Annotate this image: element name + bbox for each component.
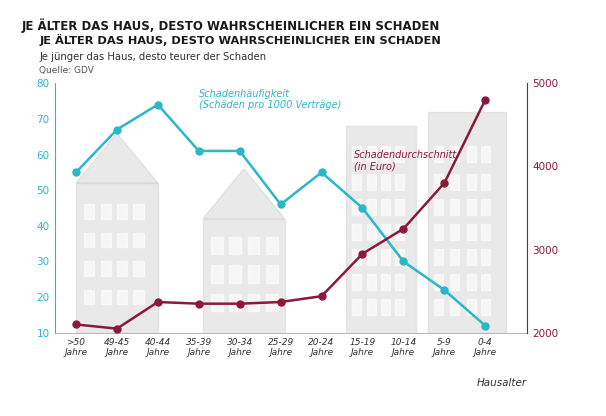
Bar xyxy=(434,249,443,265)
Bar xyxy=(367,299,376,315)
Bar xyxy=(84,290,95,304)
Bar xyxy=(481,299,490,315)
Bar xyxy=(395,274,404,290)
Bar xyxy=(352,174,361,190)
Bar xyxy=(230,237,241,254)
Bar xyxy=(248,265,259,283)
Bar xyxy=(266,294,278,312)
Bar xyxy=(381,224,390,240)
Bar xyxy=(211,237,222,254)
Bar xyxy=(450,224,459,240)
Bar xyxy=(450,274,459,290)
Bar xyxy=(481,174,490,190)
Bar xyxy=(352,249,361,265)
Bar xyxy=(203,219,285,333)
Bar xyxy=(428,112,506,333)
Text: Quelle: GDV: Quelle: GDV xyxy=(39,66,95,75)
Bar xyxy=(352,274,361,290)
Bar xyxy=(352,199,361,215)
Bar xyxy=(76,183,158,333)
Bar xyxy=(367,224,376,240)
Bar xyxy=(395,249,404,265)
Bar xyxy=(211,265,222,283)
Text: Je jünger das Haus, desto teurer der Schaden: Je jünger das Haus, desto teurer der Sch… xyxy=(39,52,267,62)
Bar xyxy=(352,299,361,315)
Bar xyxy=(395,199,404,215)
Bar xyxy=(450,299,459,315)
Polygon shape xyxy=(76,133,158,183)
Bar xyxy=(117,262,127,276)
Bar xyxy=(434,146,443,162)
Bar xyxy=(367,146,376,162)
Text: Schadendurchschnitt
(in Euro): Schadendurchschnitt (in Euro) xyxy=(355,150,458,171)
Bar xyxy=(84,233,95,247)
Bar xyxy=(434,299,443,315)
Bar xyxy=(467,224,476,240)
Bar xyxy=(133,262,144,276)
Bar xyxy=(450,174,459,190)
Bar xyxy=(434,274,443,290)
Bar xyxy=(367,249,376,265)
Bar xyxy=(117,233,127,247)
Bar xyxy=(381,299,390,315)
Bar xyxy=(367,274,376,290)
Bar xyxy=(381,249,390,265)
Bar xyxy=(381,174,390,190)
Bar xyxy=(117,204,127,219)
Bar xyxy=(481,249,490,265)
Bar xyxy=(230,294,241,312)
Bar xyxy=(346,126,416,333)
Bar xyxy=(481,224,490,240)
Bar xyxy=(467,274,476,290)
Bar xyxy=(133,290,144,304)
Polygon shape xyxy=(203,169,285,219)
Bar xyxy=(248,237,259,254)
Bar xyxy=(381,146,390,162)
Bar xyxy=(248,294,259,312)
Bar xyxy=(450,199,459,215)
Bar xyxy=(84,204,95,219)
Bar xyxy=(395,174,404,190)
Bar xyxy=(467,174,476,190)
Bar xyxy=(133,204,144,219)
Bar xyxy=(133,233,144,247)
Bar xyxy=(101,290,111,304)
Bar xyxy=(101,262,111,276)
Bar xyxy=(352,146,361,162)
Bar xyxy=(230,265,241,283)
Bar xyxy=(101,233,111,247)
Bar xyxy=(381,274,390,290)
Bar xyxy=(84,262,95,276)
Bar xyxy=(395,146,404,162)
Text: JE ÄLTER DAS HAUS, DESTO WAHRSCHEINLICHER EIN SCHADEN: JE ÄLTER DAS HAUS, DESTO WAHRSCHEINLICHE… xyxy=(21,19,440,33)
Bar xyxy=(266,265,278,283)
Bar xyxy=(481,146,490,162)
Bar xyxy=(467,199,476,215)
Bar xyxy=(467,249,476,265)
Text: Schadenhäufigkeit
(Schäden pro 1000 Verträge): Schadenhäufigkeit (Schäden pro 1000 Vert… xyxy=(199,89,341,110)
Bar xyxy=(117,290,127,304)
Bar xyxy=(395,224,404,240)
Bar xyxy=(266,237,278,254)
Bar xyxy=(434,174,443,190)
Bar xyxy=(467,146,476,162)
Bar xyxy=(481,199,490,215)
Bar xyxy=(434,224,443,240)
Bar xyxy=(467,299,476,315)
Bar xyxy=(434,199,443,215)
Bar xyxy=(450,249,459,265)
Bar xyxy=(367,174,376,190)
Bar xyxy=(395,299,404,315)
Bar xyxy=(450,146,459,162)
Bar xyxy=(101,204,111,219)
Text: JE ÄLTER DAS HAUS, DESTO WAHRSCHEINLICHER EIN SCHADEN: JE ÄLTER DAS HAUS, DESTO WAHRSCHEINLICHE… xyxy=(39,34,441,46)
Bar xyxy=(352,224,361,240)
Bar xyxy=(381,199,390,215)
Bar xyxy=(481,274,490,290)
Bar xyxy=(367,199,376,215)
Bar xyxy=(211,294,222,312)
Text: Hausalter: Hausalter xyxy=(477,378,527,388)
